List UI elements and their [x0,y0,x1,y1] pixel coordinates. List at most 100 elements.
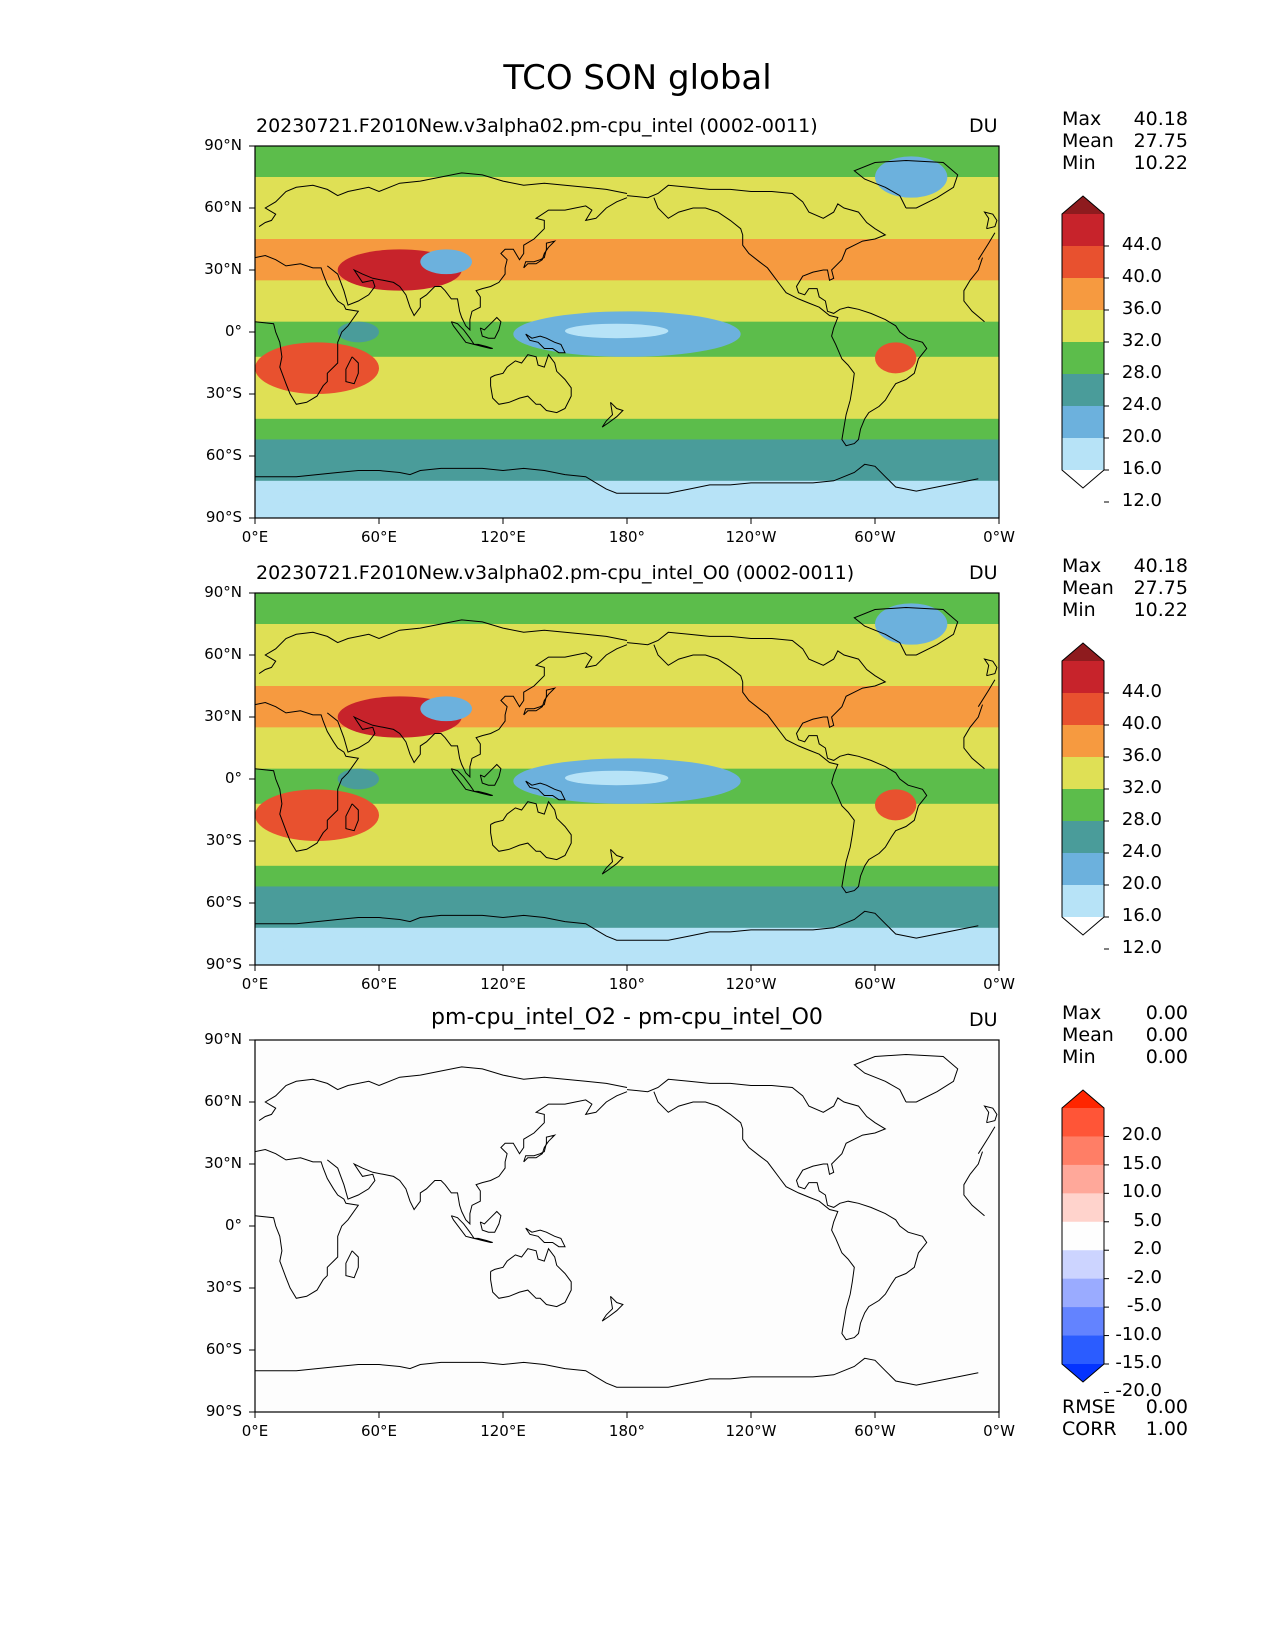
coastline-9 [525,780,566,801]
stat-label: RMSE [1062,1396,1116,1418]
lat-tick-label: 90°S [205,508,242,526]
stat-value: 0.00 [1145,1024,1188,1046]
field-brazil-high [875,789,917,821]
lat-tick-label: 90°N [204,1030,242,1048]
figure-title: TCO SON global [503,58,772,98]
stat-label: Min [1062,152,1096,174]
coastline-2 [853,606,959,656]
map-1 [255,593,999,965]
coastline-5 [490,800,572,861]
colorbar-box [1062,757,1104,790]
colorbar [1062,643,1104,935]
colorbar [1062,1090,1104,1382]
colorbar-box [1062,1278,1104,1308]
field-antarctic-interior [275,489,421,508]
field-band-8 [255,886,999,929]
stat-value: 27.75 [1133,577,1188,599]
stat-mean: Mean 0.00 [1062,1024,1188,1046]
coastline-7 [473,343,493,349]
colorbar-label: 15.0 [1121,1152,1162,1174]
colorbar-label: 32.0 [1121,777,1162,798]
colorbar-extend-max [1062,196,1104,214]
field-indian-ocean-low [337,321,380,343]
coastline-8 [479,763,502,786]
colorbar-label: 24.0 [1121,841,1162,862]
coastline-1 [626,184,928,447]
lon-tick-label: 60°W [854,1422,896,1440]
units-label: DU [969,562,998,584]
lat-tick-label: 90°N [204,136,242,154]
lat-tick-label: 60°S [205,1340,242,1358]
stat-label: Max [1062,108,1102,130]
coastline-1 [626,631,928,894]
lat-tick-label: 60°N [204,198,242,216]
lat-tick-label: 30°S [205,831,242,849]
stat-max: Max 40.18 [1062,555,1188,577]
colorbar-box [1062,406,1104,439]
field-tibet-low [420,249,472,275]
colorbar-label: 36.0 [1121,298,1162,319]
field-band-0 [255,593,999,625]
colorbar-label: 20.0 [1121,426,1162,447]
lat-tick-label: 60°S [205,446,242,464]
colorbar-label: 40.0 [1121,713,1162,734]
field-band-5 [255,803,999,838]
map-0 [255,146,999,518]
colorbar-box [1062,1307,1104,1336]
lon-tick-label: 120°E [480,1422,526,1440]
colorbar [1062,196,1104,488]
field-tropical-pacific-core [565,770,669,786]
lat-tick-label: 30°N [204,260,242,278]
colorbar-label: 10.0 [1121,1181,1162,1203]
colorbar-label: 28.0 [1121,362,1162,383]
lat-tick-label: 30°S [205,384,242,402]
field-band-6 [255,836,999,867]
coastline-14 [255,1357,979,1388]
colorbar-label: 20.0 [1121,1124,1162,1146]
coastline-2 [853,1053,959,1103]
coastline-0 [258,619,996,707]
field-antarctic-interior [275,936,421,955]
coastline-4 [326,644,628,779]
stat-value: 1.00 [1145,1418,1188,1440]
field-brazil-high [875,342,917,374]
colorbar-box [1062,789,1104,822]
coastlines [255,606,998,941]
lon-tick-label: 60°E [360,528,398,546]
colorbar-label: 44.0 [1121,234,1162,255]
stat-value: 10.22 [1133,599,1188,621]
field-tropical-pacific-core [565,323,669,339]
stat-value: 0.00 [1145,1396,1188,1418]
coastline-10 [523,240,557,269]
stat-label: Mean [1062,577,1114,599]
colorbar-label: -2.0 [1126,1266,1162,1288]
stat-value: 0.00 [1145,1046,1188,1068]
coastline-5 [490,1247,572,1308]
field-south-atlantic-high [255,342,379,394]
colorbar-extend-min [1062,1364,1104,1382]
coastline-0 [258,172,996,260]
colorbar-box [1062,1108,1104,1137]
lon-tick-label: 0°E [241,1422,269,1440]
colorbar-label: 28.0 [1121,809,1162,830]
lat-tick-label: 0° [224,769,242,787]
colorbar-label: -15.0 [1115,1352,1162,1373]
lon-tick-label: 180° [608,528,646,546]
colorbar-box [1062,693,1104,726]
colorbar-box [1062,1193,1104,1223]
stat-value: 0.00 [1145,1002,1188,1024]
stat-label: Mean [1062,130,1114,152]
colorbar-box [1062,214,1104,247]
stat-min: Min 0.00 [1062,1046,1188,1068]
lat-tick-label: 0° [224,322,242,340]
coastline-3 [255,1148,985,1299]
stat-value: 40.18 [1133,108,1188,130]
colorbar-box [1062,246,1104,279]
coastline-12 [345,356,359,385]
lon-tick-label: 180° [608,1422,646,1440]
stat-max: Max 0.00 [1062,1002,1188,1024]
colorbar-box [1062,310,1104,343]
field-indian-ocean-low [337,768,380,790]
